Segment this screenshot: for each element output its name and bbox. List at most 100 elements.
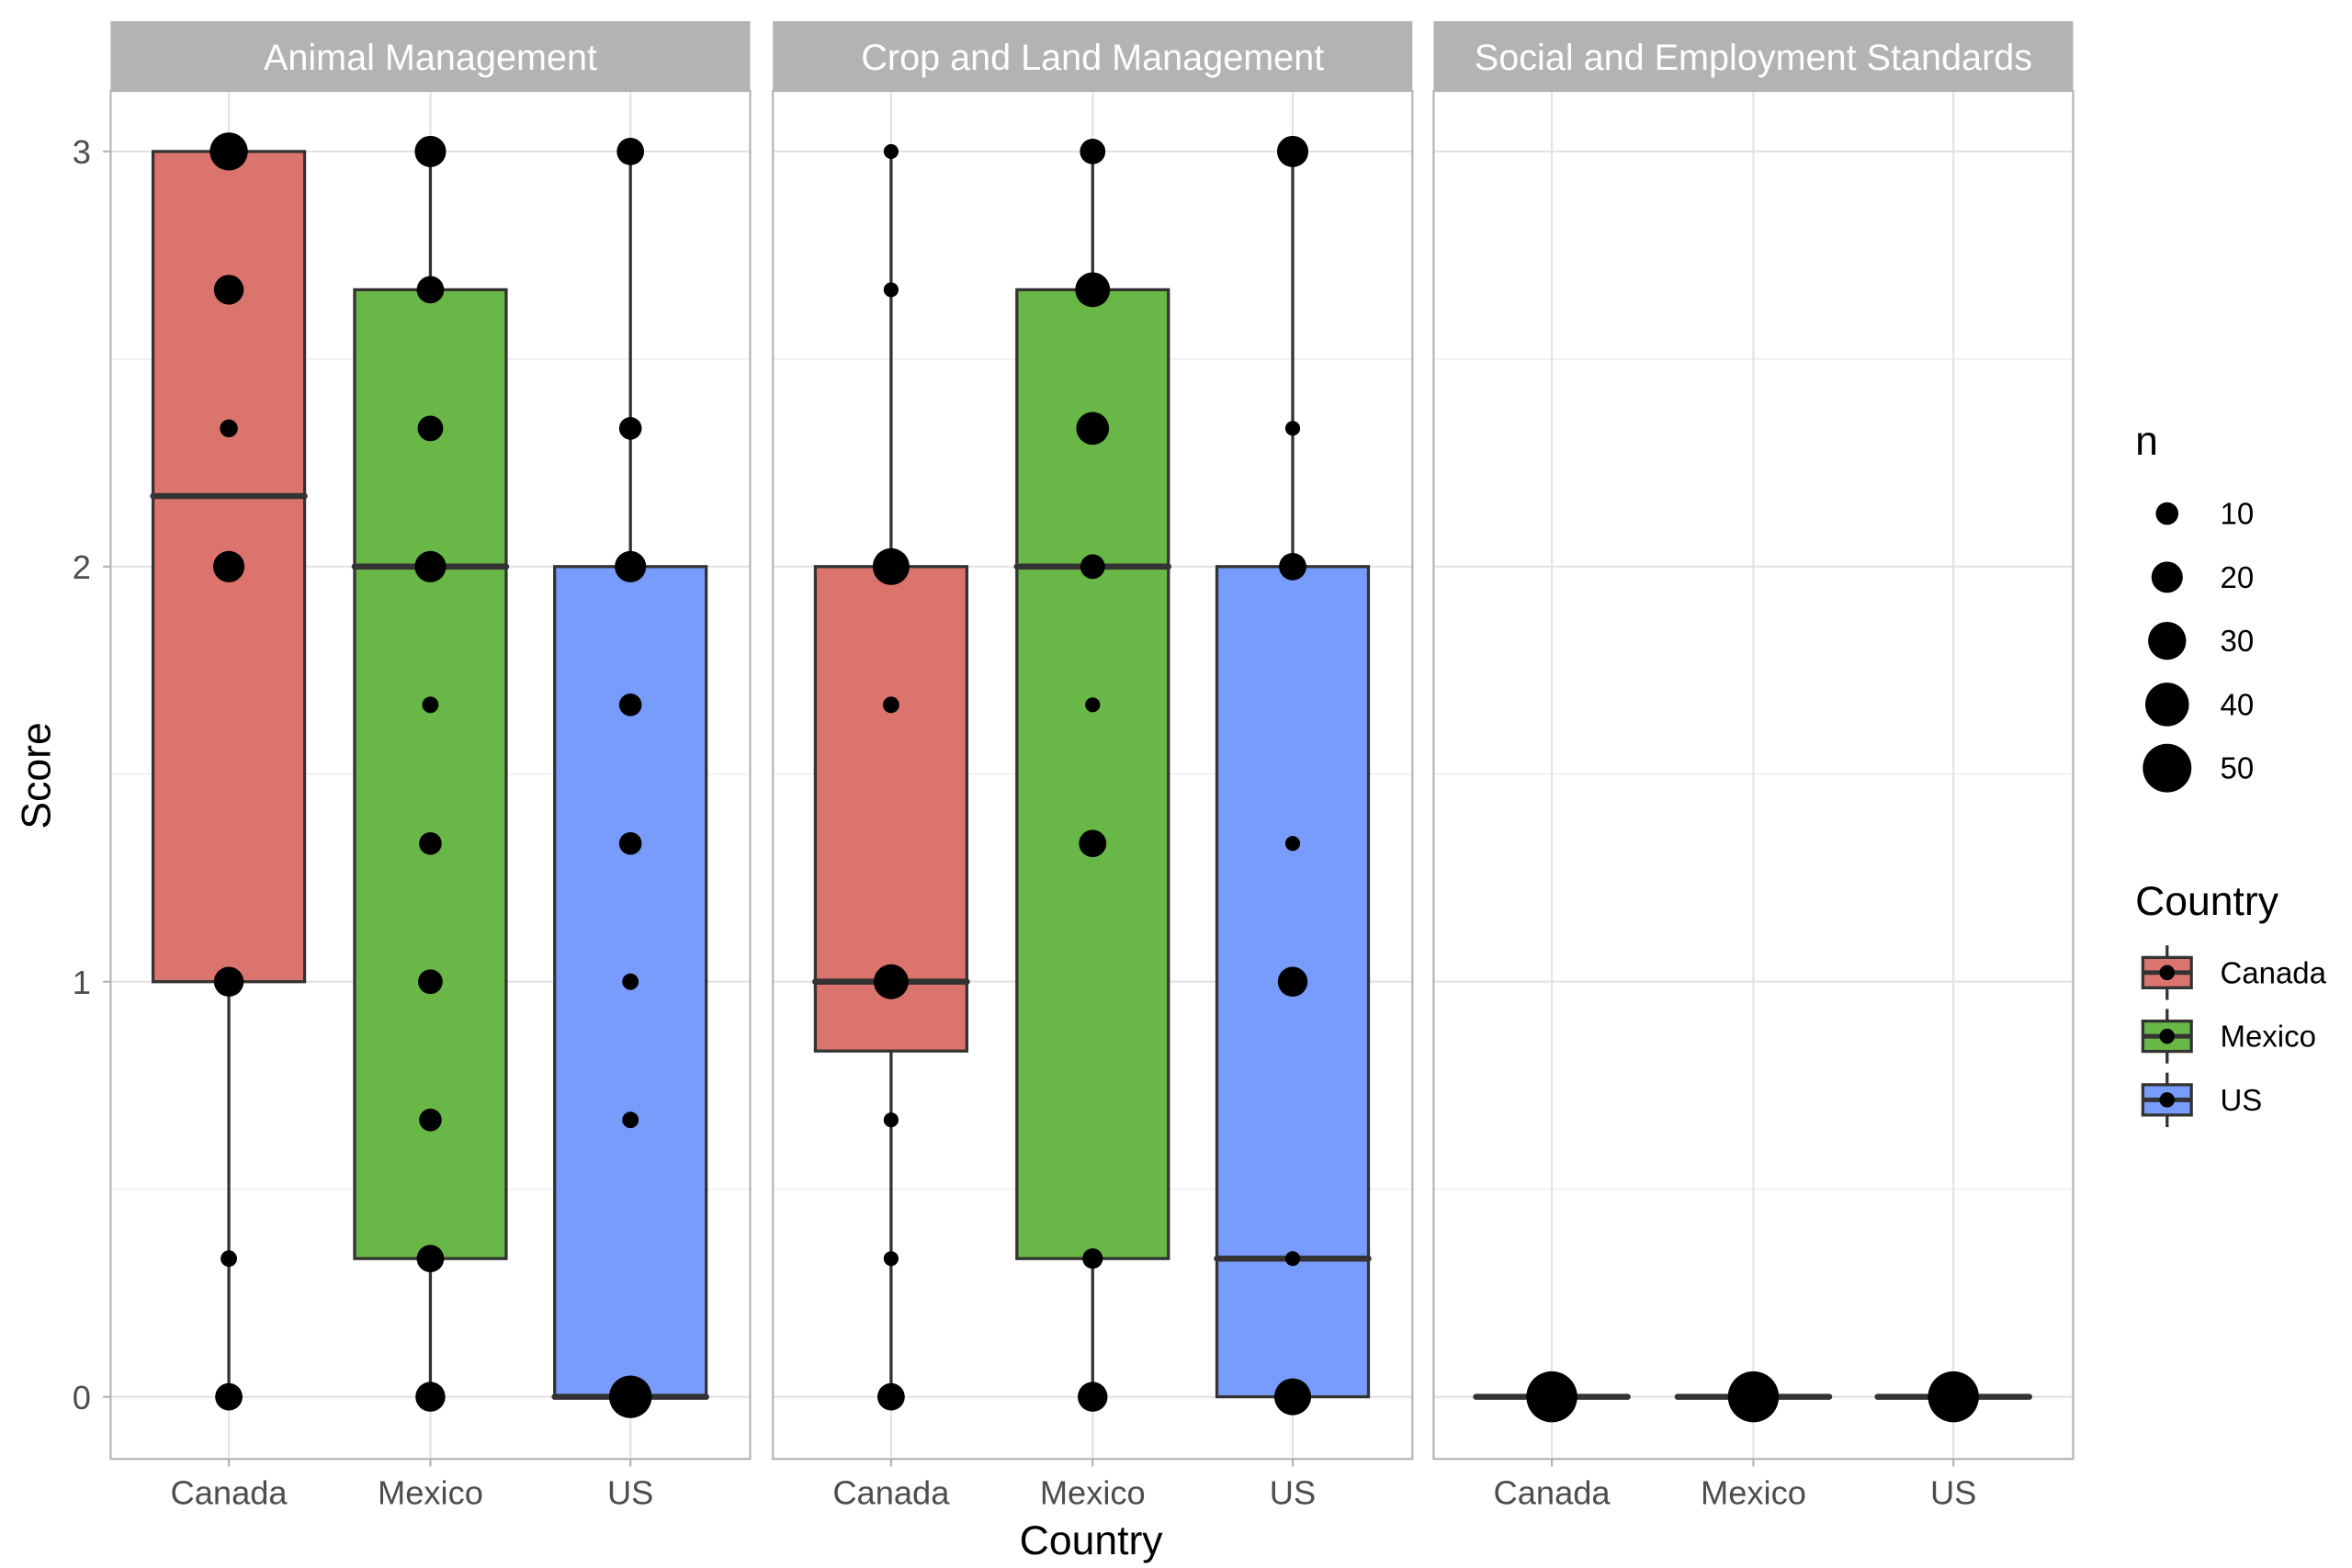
x-tick-label: US <box>1930 1474 1976 1512</box>
boxplot-us <box>1214 135 1372 1416</box>
data-point <box>209 132 248 171</box>
x-axis-title: Country <box>1020 1518 1164 1563</box>
data-point <box>1277 966 1308 997</box>
data-point <box>883 282 899 298</box>
legend-size-key <box>2151 561 2183 593</box>
boxplot-mexico <box>351 135 510 1412</box>
legend-country-key <box>2141 1009 2193 1064</box>
data-point <box>414 550 447 582</box>
legend-point <box>2159 1092 2176 1108</box>
legend-point <box>2159 964 2176 981</box>
data-point <box>608 1375 652 1418</box>
boxplot-mexico <box>1013 139 1172 1412</box>
y-axis-title: Score <box>14 722 59 829</box>
data-point <box>1928 1371 1979 1423</box>
x-tick-label: Canada <box>1494 1474 1611 1512</box>
legend-size-key <box>2155 502 2179 525</box>
data-point <box>1076 412 1110 446</box>
data-point <box>220 1250 238 1268</box>
legend-size-label: 20 <box>2220 560 2254 594</box>
facet-strip <box>1433 21 2074 91</box>
boxplot-mexico <box>1674 1371 1833 1423</box>
data-point <box>1273 1378 1312 1416</box>
boxplot-canada <box>812 143 970 1411</box>
data-point <box>213 550 245 582</box>
boxplot-us <box>551 138 709 1418</box>
x-tick-label: US <box>1270 1474 1316 1512</box>
box <box>353 288 508 1260</box>
data-point <box>1279 552 1306 581</box>
data-point <box>883 1251 899 1267</box>
data-point <box>877 1382 905 1411</box>
data-point <box>213 966 244 997</box>
data-point <box>616 138 645 165</box>
legend-size-label: 10 <box>2220 497 2254 531</box>
boxplot-canada <box>150 132 308 1411</box>
data-point <box>883 143 899 160</box>
x-tick-label: Canada <box>832 1474 950 1512</box>
data-point <box>418 969 443 995</box>
legend-size: n 10 20 30 40 50 <box>2135 419 2254 793</box>
data-point <box>615 550 647 582</box>
y-tick-label: 2 <box>73 548 91 586</box>
x-tick-label: US <box>607 1474 653 1512</box>
facet-strip-label: Animal Management <box>264 38 597 78</box>
legend-country-key <box>2141 945 2193 1000</box>
legend-country: Country Canada Mexico US <box>2135 879 2327 1128</box>
data-point <box>1284 836 1301 852</box>
boxplot-us <box>1874 1371 2032 1423</box>
legend-size-key <box>2144 682 2189 727</box>
data-point <box>1080 139 1106 164</box>
facet-strip-label: Crop and Land Management <box>861 38 1324 78</box>
data-point <box>417 415 444 442</box>
data-point <box>1284 1251 1301 1267</box>
data-point <box>1079 829 1107 858</box>
data-point <box>416 1245 445 1273</box>
data-point <box>416 276 445 304</box>
data-point <box>872 547 910 585</box>
x-tick-label: Canada <box>171 1474 288 1512</box>
data-point <box>419 1108 442 1132</box>
legend-country-label: US <box>2220 1083 2262 1117</box>
y-tick-label: 3 <box>73 133 91 171</box>
data-point <box>618 694 642 716</box>
legend-size-label: 30 <box>2220 624 2254 658</box>
x-tick-label: Mexico <box>1040 1474 1146 1512</box>
data-point <box>883 1112 899 1128</box>
data-point <box>1526 1371 1577 1423</box>
data-point <box>220 419 238 438</box>
y-tick-label: 0 <box>73 1379 91 1416</box>
legend-size-label: 40 <box>2220 687 2254 721</box>
facet-panels: Animal Management Canada Mexico US Crop and … <box>109 21 2075 1512</box>
x-tick-label: Mexico <box>378 1474 483 1512</box>
legend-size-key <box>2148 621 2187 660</box>
data-point <box>882 696 899 714</box>
legend-country-label: Canada <box>2220 955 2326 989</box>
box <box>1015 288 1170 1260</box>
facet-panel: Social and Employment Standards Canada Mex… <box>1432 21 2075 1512</box>
data-point <box>1080 554 1105 580</box>
facet-strip <box>773 21 1413 91</box>
data-point <box>414 135 447 167</box>
data-point <box>415 1382 446 1412</box>
legend-size-label: 50 <box>2220 751 2254 785</box>
facet-strip <box>110 21 751 91</box>
data-point <box>1284 421 1301 436</box>
y-tick-label: 1 <box>73 964 91 1001</box>
data-point <box>618 831 642 855</box>
legend-size-key <box>2143 743 2192 793</box>
data-point <box>215 1382 243 1411</box>
legend-size-title: n <box>2135 419 2158 464</box>
data-point <box>1075 272 1111 308</box>
facet-panel: Animal Management Canada Mexico US <box>109 21 752 1512</box>
data-point <box>622 1111 639 1129</box>
y-axis: 0 1 2 3 <box>73 133 111 1416</box>
data-point <box>1085 697 1101 713</box>
data-point <box>622 973 639 990</box>
facet-strip-label: Social and Employment Standards <box>1475 38 2032 78</box>
legend-point <box>2159 1028 2176 1044</box>
data-point <box>213 275 244 305</box>
data-point <box>422 696 439 714</box>
data-point <box>618 417 642 440</box>
